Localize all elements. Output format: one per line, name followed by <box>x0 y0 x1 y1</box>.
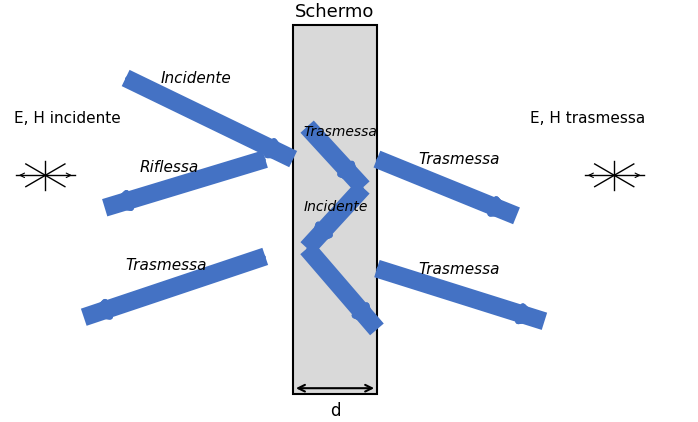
Text: E, H incidente: E, H incidente <box>14 111 121 126</box>
Text: Incidente: Incidente <box>304 200 368 214</box>
Text: E, H trasmessa: E, H trasmessa <box>530 111 646 126</box>
Text: Schermo: Schermo <box>295 3 375 21</box>
Text: Trasmessa: Trasmessa <box>304 125 378 139</box>
Text: d: d <box>329 403 341 420</box>
Text: Trasmessa: Trasmessa <box>419 152 500 167</box>
Text: Riflessa: Riflessa <box>140 160 199 175</box>
Text: Trasmessa: Trasmessa <box>419 262 500 277</box>
Bar <box>293 25 377 394</box>
Text: Incidente: Incidente <box>161 71 231 86</box>
Text: Trasmessa: Trasmessa <box>126 257 207 273</box>
